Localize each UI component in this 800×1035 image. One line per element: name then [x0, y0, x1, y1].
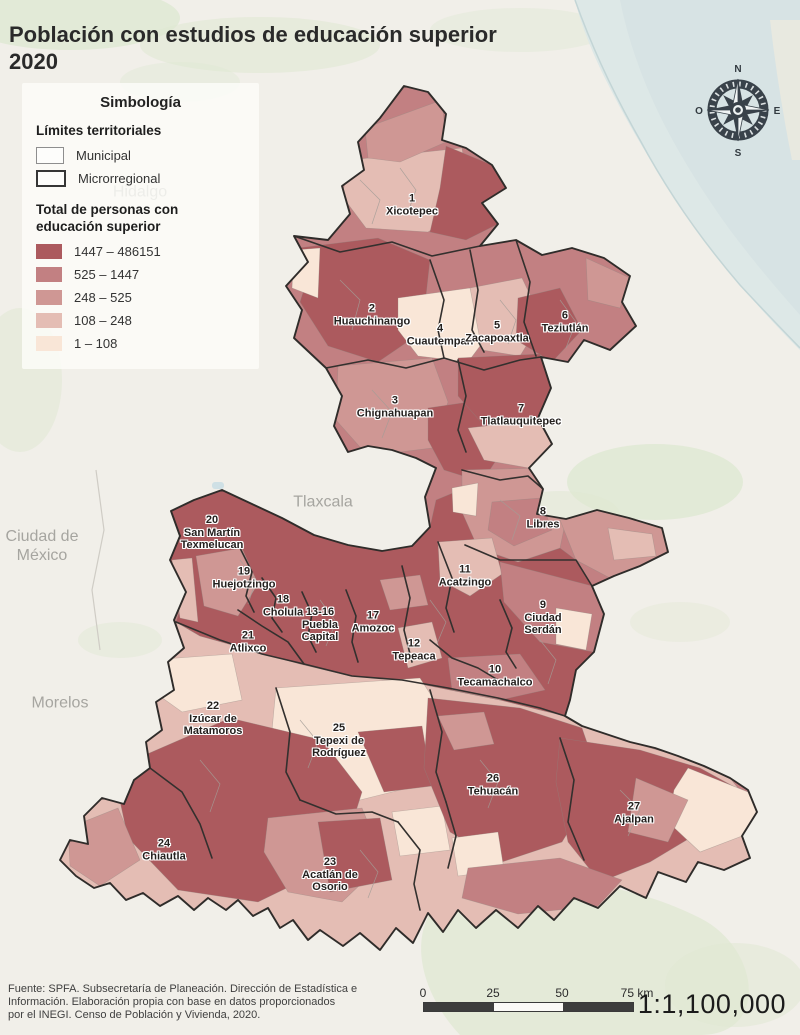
compass-north-label: N: [734, 64, 741, 75]
class-color-swatch: [36, 243, 62, 259]
legend-territorial-title: Límites territoriales: [36, 123, 162, 138]
legend-classes-title: Total de personas con educación superior: [36, 201, 179, 234]
class-color-swatch: [36, 312, 62, 328]
microregional-swatch: [36, 169, 66, 187]
state-outline: [59, 85, 758, 951]
compass-east-label: E: [774, 106, 781, 117]
class-color-swatch: [36, 266, 62, 282]
source-note: Fuente: SPFA. Subsecretaría de Planeació…: [8, 983, 358, 1022]
legend-label: 1447 – 486151: [74, 243, 161, 259]
legend-class-item: 1 – 108: [36, 334, 245, 353]
class-color-swatch: [36, 289, 62, 305]
class-color-swatch: [36, 335, 62, 351]
page-title: Población con estudios de educación supe…: [9, 21, 497, 75]
legend-label: Municipal: [76, 147, 131, 163]
legend-class-item: 108 – 248: [36, 311, 245, 330]
legend-territorial-list: Municipal Microrregional: [36, 146, 245, 188]
legend-class-item: 1447 – 486151: [36, 242, 245, 261]
legend-label: Microrregional: [78, 170, 161, 186]
legend-label: 1 – 108: [74, 335, 118, 351]
compass-rose: N S O E: [695, 64, 781, 159]
legend-label: 525 – 1447: [74, 266, 140, 282]
legend-label: 248 – 525: [74, 289, 132, 305]
municipal-swatch: [36, 146, 64, 164]
legend-class-item: 525 – 1447: [36, 265, 245, 284]
legend-label: 108 – 248: [74, 312, 132, 328]
legend-panel: Simbología Límites territoriales Municip…: [22, 83, 259, 369]
compass-west-label: O: [695, 106, 703, 117]
legend-title: Simbología: [100, 94, 181, 111]
compass-south-label: S: [735, 148, 742, 159]
legend-class-item: 248 – 525: [36, 288, 245, 307]
legend-classes-list: 1447 – 486151 525 – 1447 248 – 525 108 – 24…: [36, 242, 245, 353]
legend-territorial-item: Municipal: [36, 146, 245, 165]
legend-territorial-item: Microrregional: [36, 169, 245, 188]
